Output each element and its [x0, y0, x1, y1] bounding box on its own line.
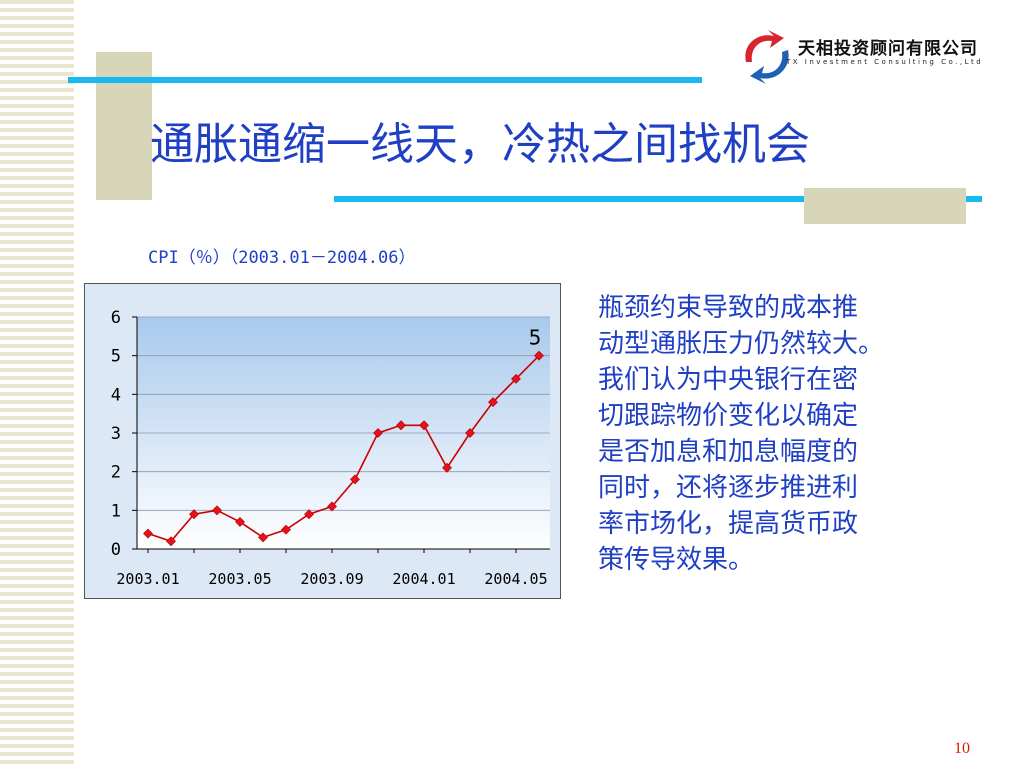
x-tick-label: 2003.01 [116, 570, 179, 588]
decor-block-right [804, 188, 966, 224]
data-point [235, 517, 245, 527]
data-point [396, 420, 406, 431]
data-point [442, 462, 452, 473]
decor-block-left [96, 52, 152, 200]
decor-line-top [68, 77, 702, 83]
commentary-line: 动型通胀压力仍然较大。 [598, 329, 885, 359]
data-point [143, 528, 153, 539]
logo-name-en: TX Investment Consulting Co.,Ltd [786, 58, 984, 66]
cpi-chart-svg: 0 1 2 3 4 5 6 2003.01 2003.05 2003.09 2004.01 2004.… [84, 283, 561, 599]
y-tick-label: 0 [111, 540, 121, 560]
commentary-line: 是否加息和加息幅度的 [598, 437, 859, 467]
data-point [166, 536, 176, 547]
x-tick-label: 2003.05 [208, 570, 271, 588]
x-tick-label: 2004.01 [392, 570, 455, 588]
data-point [189, 509, 199, 520]
commentary-line: 我们认为中央银行在密 [598, 365, 859, 395]
y-tick-label: 5 [111, 347, 121, 367]
y-tick-label: 4 [111, 385, 121, 405]
y-tick-label: 2 [111, 463, 121, 483]
data-point [212, 505, 222, 516]
data-point [281, 524, 291, 535]
logo-mark-icon [745, 30, 789, 84]
logo-name-cn: 天相投资顾问有限公司 [798, 39, 978, 59]
commentary-text: 瓶颈约束导致的成本推 动型通胀压力仍然较大。 我们认为中央银行在密 切跟踪物价变… [598, 290, 958, 578]
company-logo: 天相投资顾问有限公司 TX Investment Consulting Co.,… [738, 28, 998, 86]
slide-title: 通胀通缩一线天，冷热之间找机会 [150, 119, 810, 170]
commentary-line: 策传导效果。 [598, 545, 755, 575]
data-point [419, 420, 429, 431]
y-tick-label: 1 [111, 501, 121, 521]
commentary-line: 切跟踪物价变化以确定 [598, 401, 859, 431]
data-point [373, 428, 383, 438]
data-point [534, 350, 544, 361]
data-point [258, 532, 268, 543]
data-point [327, 501, 337, 512]
commentary-line: 瓶颈约束导致的成本推 [598, 293, 859, 323]
data-point [465, 428, 475, 438]
data-label: 5 [529, 326, 542, 350]
page-number: 10 [954, 740, 970, 757]
y-tick-label: 3 [111, 424, 121, 444]
data-point [350, 474, 360, 485]
chart-caption: CPI（％）（2003.01－2004.06） [148, 248, 416, 268]
data-point [488, 397, 498, 407]
decor-line-bottom [334, 196, 982, 202]
striped-margin [0, 0, 74, 768]
data-point [304, 509, 314, 520]
data-point [511, 373, 521, 384]
x-tick-label: 2004.05 [484, 570, 547, 588]
commentary-line: 同时，还将逐步推进利 [598, 473, 859, 503]
cpi-chart: 0 1 2 3 4 5 6 2003.01 2003.05 2003.09 2004.01 2004.… [84, 283, 561, 599]
x-tick-label: 2003.09 [300, 570, 363, 588]
y-tick-label: 6 [111, 308, 121, 328]
commentary-line: 率市场化，提高货币政 [598, 509, 859, 539]
